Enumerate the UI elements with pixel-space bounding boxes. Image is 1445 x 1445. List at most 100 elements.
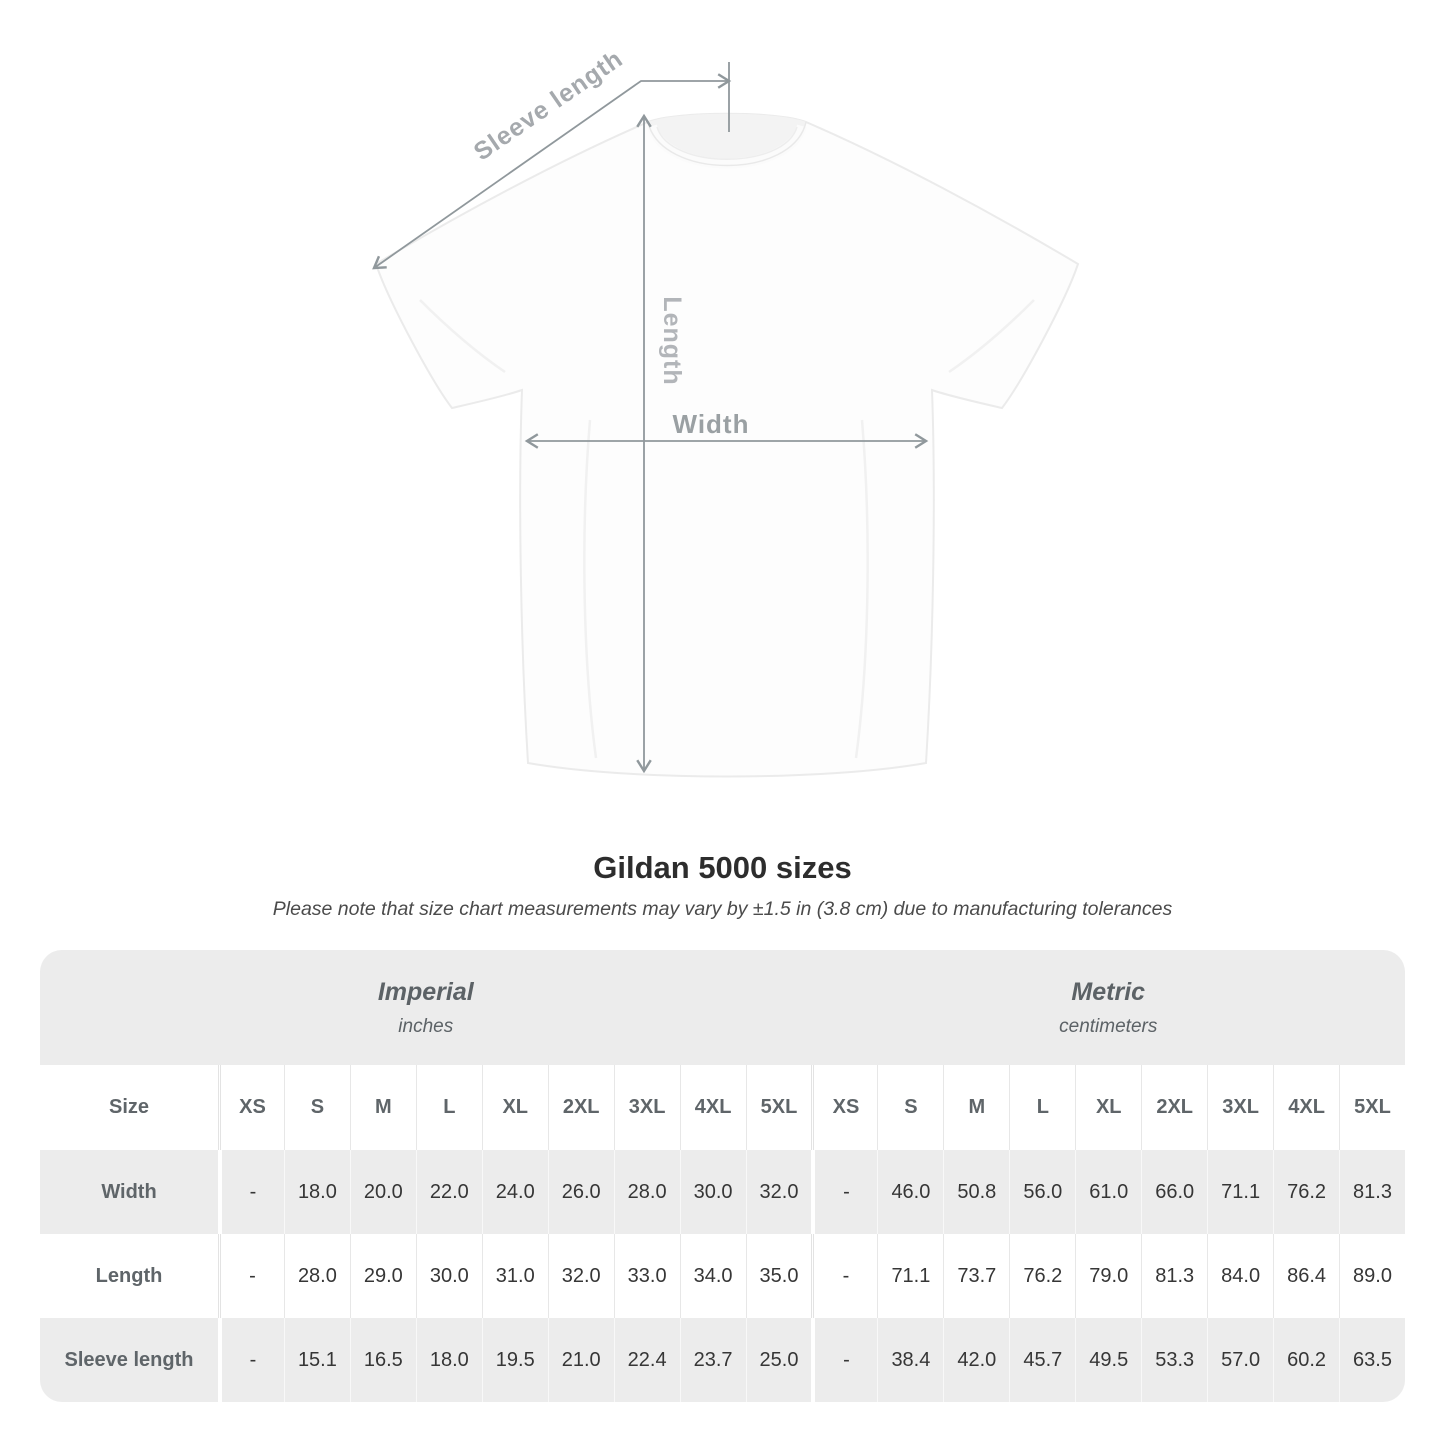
size-value-cell: 25.0 bbox=[745, 1318, 812, 1402]
size-value-cell: 38.4 bbox=[877, 1318, 943, 1402]
size-value-cell: 28.0 bbox=[613, 1150, 680, 1234]
row-label: Sleeve length bbox=[64, 1348, 194, 1371]
size-value-cell: 30.0 bbox=[415, 1234, 482, 1318]
size-column-header: XS bbox=[218, 1065, 284, 1150]
size-value-cell: 66.0 bbox=[1141, 1150, 1207, 1234]
size-value-cell: 79.0 bbox=[1075, 1234, 1141, 1318]
size-column-header: 2XL bbox=[547, 1065, 614, 1150]
size-value-cell: 22.4 bbox=[613, 1318, 680, 1402]
size-header: Size bbox=[108, 1096, 150, 1118]
size-value-cell: 71.1 bbox=[1207, 1150, 1273, 1234]
size-column-header: 3XL bbox=[613, 1065, 680, 1150]
tshirt-body bbox=[374, 112, 1080, 778]
size-value-cell: 81.3 bbox=[1339, 1150, 1405, 1234]
size-column-header: 3XL bbox=[1207, 1065, 1273, 1150]
size-value-cell: 73.7 bbox=[943, 1234, 1009, 1318]
fabric-folds bbox=[419, 299, 1035, 759]
imperial-group-name: Imperial bbox=[377, 977, 474, 1006]
size-value-cell: 21.0 bbox=[547, 1318, 614, 1402]
size-column-header: L bbox=[415, 1065, 482, 1150]
size-value-cell: 20.0 bbox=[349, 1150, 416, 1234]
size-column-header: 5XL bbox=[745, 1065, 812, 1150]
size-value-cell: 76.2 bbox=[1273, 1150, 1339, 1234]
size-value-cell: 26.0 bbox=[547, 1150, 614, 1234]
size-column-header: S bbox=[283, 1065, 350, 1150]
dimension-lines bbox=[372, 62, 929, 774]
size-column-header: 4XL bbox=[1273, 1065, 1339, 1150]
size-column-header: 2XL bbox=[1141, 1065, 1207, 1150]
size-value-cell: 24.0 bbox=[481, 1150, 548, 1234]
page-title: Gildan 5000 sizes bbox=[593, 850, 852, 885]
size-value-cell: 60.2 bbox=[1273, 1318, 1339, 1402]
unit-group-row: Imperial inches Metric centimeters bbox=[40, 950, 1405, 1065]
tshirt-measurement-diagram: Sleeve length Length Width bbox=[372, 45, 1080, 778]
size-column-header: M bbox=[943, 1065, 1009, 1150]
size-value-cell: - bbox=[811, 1234, 877, 1318]
size-value-cell: 35.0 bbox=[745, 1234, 812, 1318]
size-value-cell: 31.0 bbox=[481, 1234, 548, 1318]
size-value-cell: 81.3 bbox=[1141, 1234, 1207, 1318]
size-value-cell: 15.1 bbox=[283, 1318, 350, 1402]
imperial-group-unit: inches bbox=[398, 1015, 454, 1037]
size-column-header: S bbox=[877, 1065, 943, 1150]
imperial-group-header: Imperial inches bbox=[40, 950, 812, 1065]
size-column-header: XL bbox=[1075, 1065, 1141, 1150]
size-value-cell: 56.0 bbox=[1009, 1150, 1075, 1234]
size-value-cell: - bbox=[811, 1318, 877, 1402]
size-value-cell: 45.7 bbox=[1009, 1318, 1075, 1402]
row-label: Width bbox=[101, 1180, 157, 1203]
size-header-row: Size XS S M L XL 2XL 3XL 4XL 5XL XS S M … bbox=[40, 1065, 1405, 1150]
size-value-cell: - bbox=[218, 1234, 284, 1318]
size-column-header: 4XL bbox=[679, 1065, 746, 1150]
table-row-sleeve-length: Sleeve length - 15.1 16.5 18.0 19.5 21.0… bbox=[40, 1318, 1405, 1402]
size-value-cell: 71.1 bbox=[877, 1234, 943, 1318]
size-value-cell: 49.5 bbox=[1075, 1318, 1141, 1402]
size-value-cell: - bbox=[811, 1150, 877, 1234]
size-value-cell: - bbox=[218, 1318, 284, 1402]
tshirt-graphic bbox=[374, 112, 1080, 778]
size-value-cell: 34.0 bbox=[679, 1234, 746, 1318]
table-row-length: Length - 28.0 29.0 30.0 31.0 32.0 33.0 3… bbox=[40, 1234, 1405, 1318]
size-value-cell: 30.0 bbox=[679, 1150, 746, 1234]
size-value-cell: 18.0 bbox=[415, 1318, 482, 1402]
size-value-cell: 19.5 bbox=[481, 1318, 548, 1402]
size-column-header: XL bbox=[481, 1065, 548, 1150]
tolerance-note: Please note that size chart measurements… bbox=[272, 898, 1173, 920]
table-row-width: Width - 18.0 20.0 22.0 24.0 26.0 28.0 30… bbox=[40, 1150, 1405, 1234]
size-column-header: L bbox=[1009, 1065, 1075, 1150]
size-table: Imperial inches Metric centimeters Size … bbox=[40, 950, 1405, 1402]
size-value-cell: 33.0 bbox=[613, 1234, 680, 1318]
tshirt-diagram-svg: Sleeve length Length Width bbox=[372, 45, 1080, 778]
metric-group-header: Metric centimeters bbox=[812, 950, 1406, 1065]
size-value-cell: 16.5 bbox=[349, 1318, 416, 1402]
size-column-header: XS bbox=[811, 1065, 877, 1150]
row-label: Length bbox=[95, 1264, 163, 1287]
metric-group-unit: centimeters bbox=[1059, 1015, 1158, 1037]
size-value-cell: 46.0 bbox=[877, 1150, 943, 1234]
size-value-cell: 89.0 bbox=[1339, 1234, 1405, 1318]
width-label: Width bbox=[673, 409, 750, 439]
size-value-cell: 32.0 bbox=[745, 1150, 812, 1234]
size-value-cell: 50.8 bbox=[943, 1150, 1009, 1234]
length-label: Length bbox=[658, 296, 686, 385]
size-value-cell: 18.0 bbox=[283, 1150, 350, 1234]
size-value-cell: 28.0 bbox=[283, 1234, 350, 1318]
size-value-cell: 63.5 bbox=[1339, 1318, 1405, 1402]
size-value-cell: 23.7 bbox=[679, 1318, 746, 1402]
sleeve-length-arrow bbox=[372, 73, 732, 270]
size-value-cell: 76.2 bbox=[1009, 1234, 1075, 1318]
size-value-cell: 86.4 bbox=[1273, 1234, 1339, 1318]
size-column-header: M bbox=[349, 1065, 416, 1150]
size-value-cell: 84.0 bbox=[1207, 1234, 1273, 1318]
size-value-cell: 53.3 bbox=[1141, 1318, 1207, 1402]
size-value-cell: 61.0 bbox=[1075, 1150, 1141, 1234]
metric-group-name: Metric bbox=[1071, 977, 1146, 1006]
size-value-cell: - bbox=[218, 1150, 284, 1234]
size-column-header: 5XL bbox=[1339, 1065, 1405, 1150]
size-value-cell: 42.0 bbox=[943, 1318, 1009, 1402]
size-value-cell: 22.0 bbox=[415, 1150, 482, 1234]
size-value-cell: 57.0 bbox=[1207, 1318, 1273, 1402]
size-value-cell: 29.0 bbox=[349, 1234, 416, 1318]
size-value-cell: 32.0 bbox=[547, 1234, 614, 1318]
